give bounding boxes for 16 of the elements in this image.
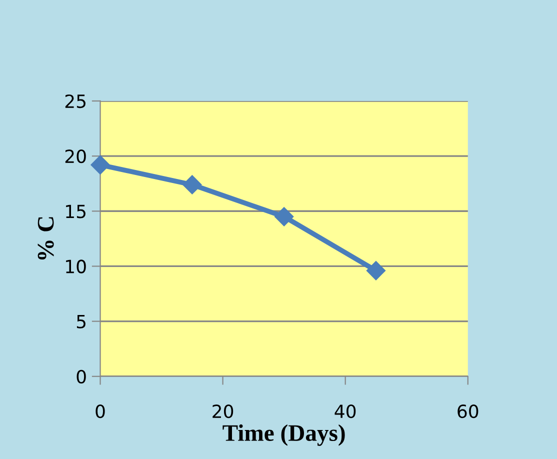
point [366, 261, 386, 280]
x-tick-label: 40 [334, 404, 356, 418]
y-tick-label: 25 [65, 94, 86, 108]
point [182, 175, 202, 194]
y-tick-label: 20 [65, 150, 86, 164]
x-tick-label: 0 [96, 404, 105, 418]
y-axis-title: % C [38, 217, 54, 260]
y-tick-label: 10 [66, 260, 86, 274]
y-tick-label: 15 [66, 204, 86, 218]
y-tick-label: 0 [76, 370, 86, 384]
x-axis-title: Time (Days) [222, 424, 345, 446]
point [274, 207, 294, 226]
x-tick-label: 60 [458, 404, 478, 418]
y-tick-label: 5 [76, 314, 86, 328]
point [90, 155, 110, 174]
x-tick-label: 20 [212, 404, 234, 418]
